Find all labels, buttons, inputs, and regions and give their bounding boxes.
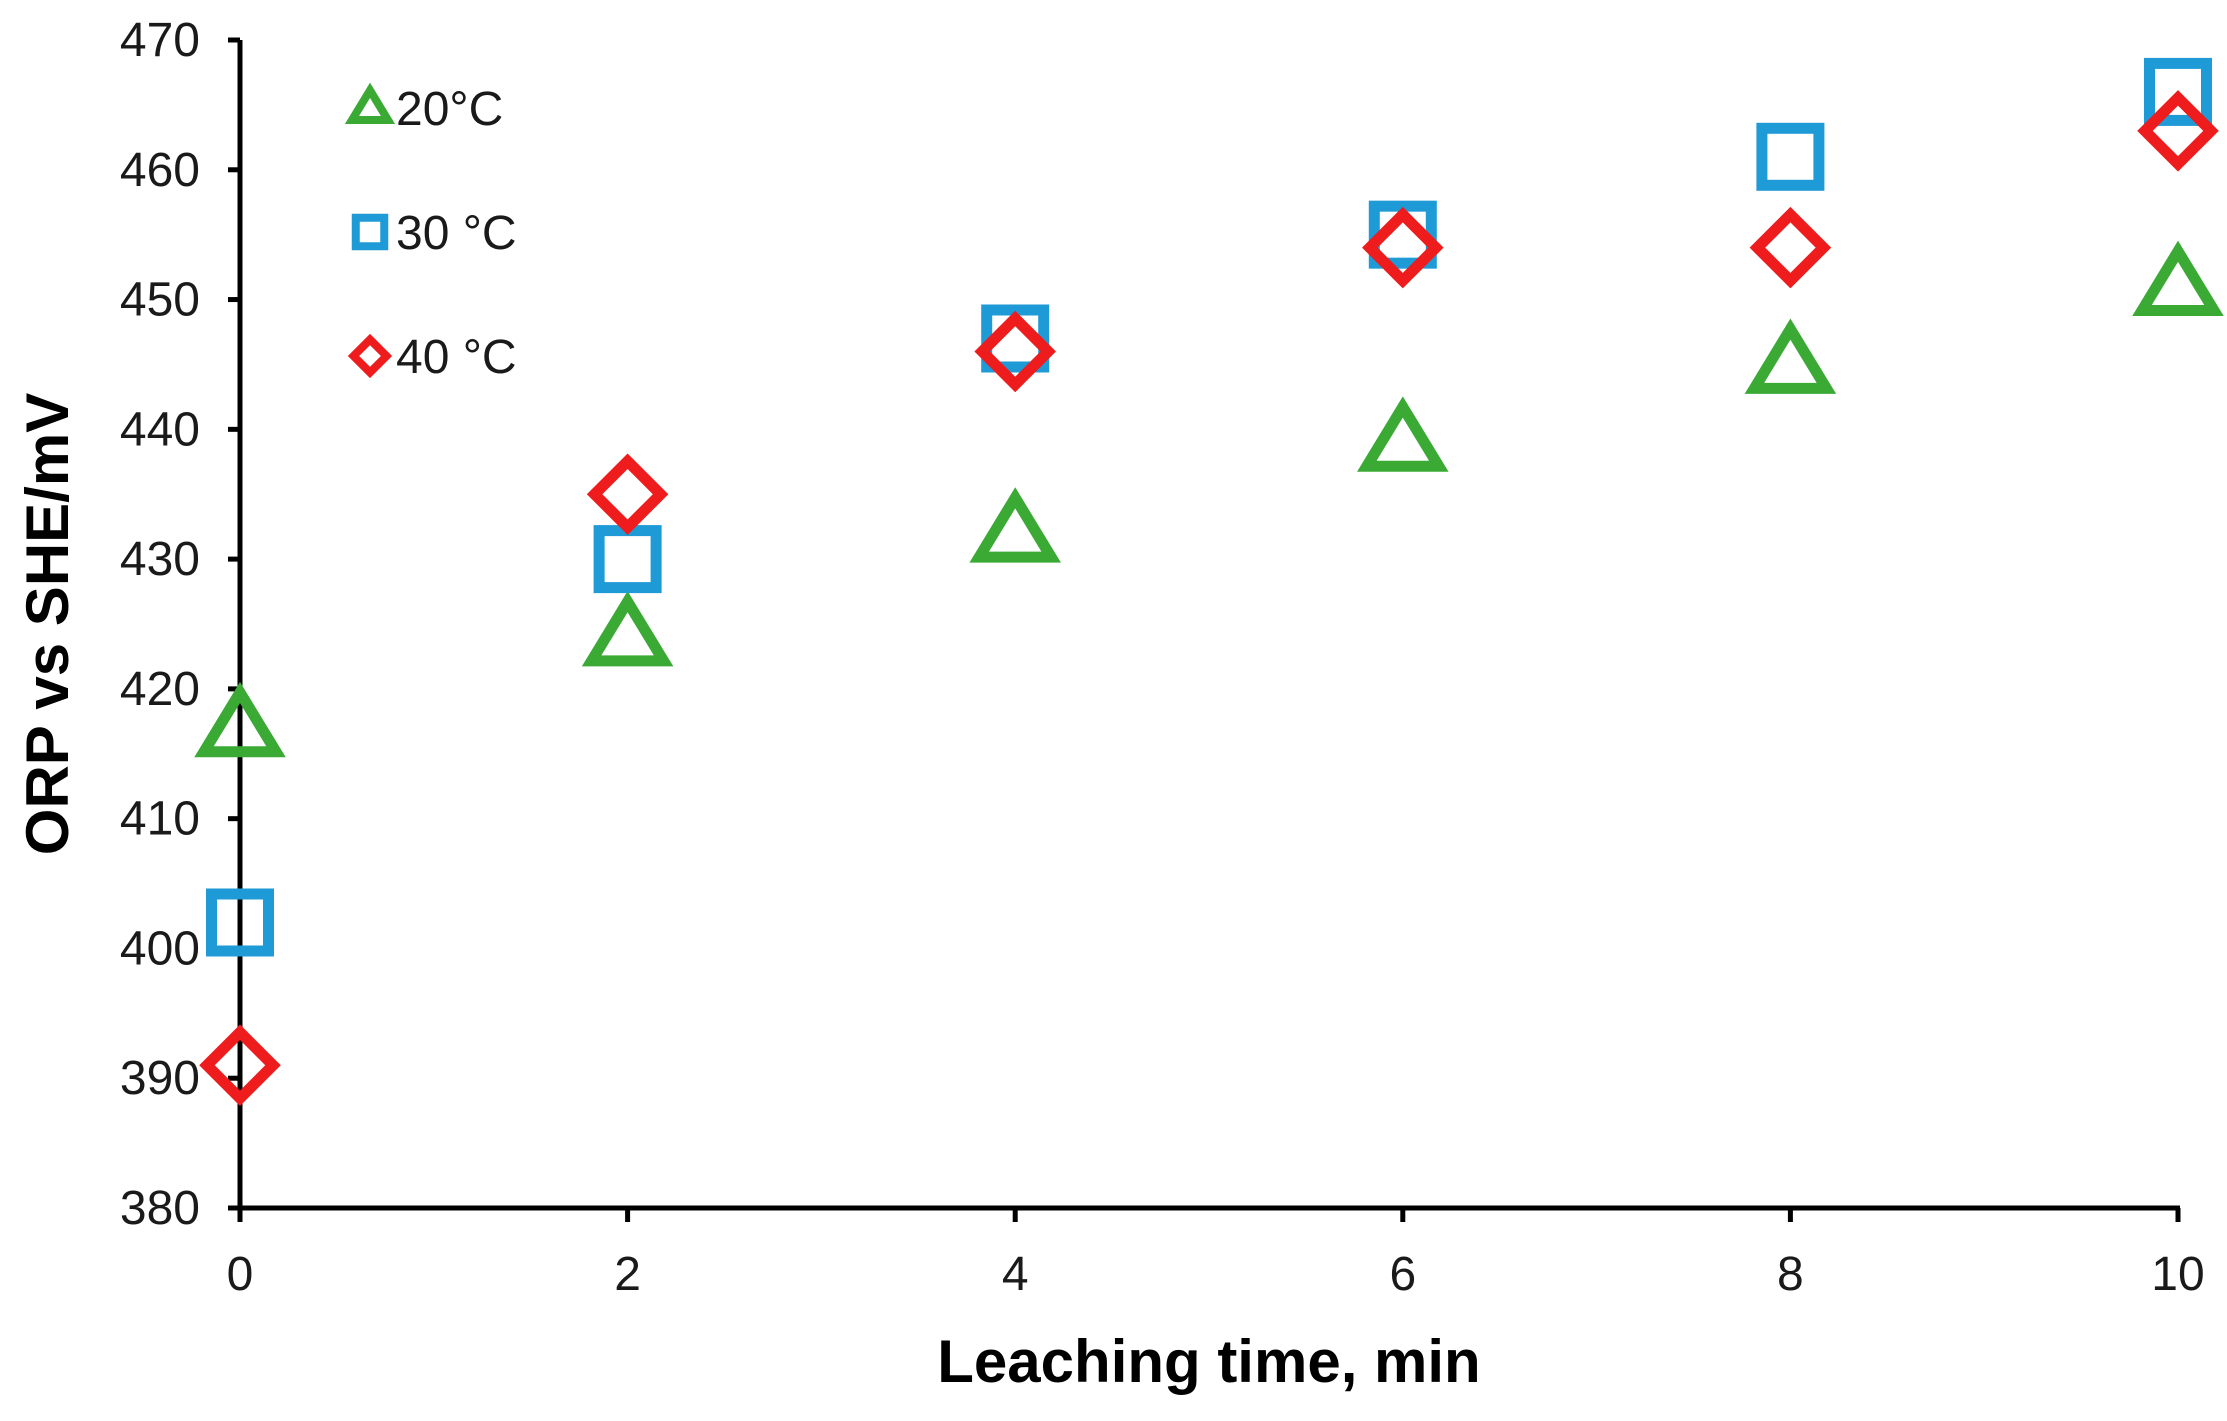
data-point <box>1357 396 1449 472</box>
x-tick-label: 0 <box>227 1248 254 1301</box>
legend-item: 30 °C <box>351 207 517 260</box>
x-tick-label: 8 <box>1777 1248 1804 1301</box>
axes <box>237 40 2180 1211</box>
x-axis-title: Leaching time, min <box>937 1328 1480 1395</box>
x-tick-label: 10 <box>2151 1248 2204 1301</box>
y-tick-label: 410 <box>120 793 200 846</box>
y-tick-label: 450 <box>120 274 200 327</box>
data-point <box>1368 200 1437 269</box>
data-point <box>593 525 662 594</box>
data-point <box>981 304 1050 373</box>
data-point <box>199 1024 281 1107</box>
x-tick-label: 4 <box>1002 1248 1029 1301</box>
y-tick-label: 400 <box>120 922 200 975</box>
legend-label: 40 °C <box>396 331 517 384</box>
y-tick-label: 430 <box>120 533 200 586</box>
data-points <box>194 57 2224 1107</box>
legend-label: 20°C <box>396 83 503 136</box>
data-point <box>2137 90 2219 172</box>
data-point <box>969 487 1061 563</box>
y-axis-ticks: 380 390 400 410 420 430 440 450 460 470 <box>120 14 240 1235</box>
legend-marker <box>344 82 396 124</box>
series-20c <box>194 240 2224 758</box>
data-point <box>581 591 674 667</box>
legend: 20°C 30 °C 40 °C <box>344 82 517 384</box>
x-axis-ticks: 0 2 4 6 8 10 <box>227 1208 2205 1301</box>
legend-marker <box>347 333 393 379</box>
x-tick-label: 6 <box>1389 1248 1416 1301</box>
y-tick-label: 420 <box>120 663 200 716</box>
y-tick-label: 460 <box>120 144 200 197</box>
data-point <box>1744 318 1837 394</box>
legend-item: 20°C <box>344 82 503 136</box>
y-tick-label: 380 <box>120 1182 200 1235</box>
series-40c <box>199 90 2219 1107</box>
data-point <box>2132 240 2224 317</box>
data-point <box>1756 122 1825 191</box>
y-tick-label: 440 <box>120 403 200 456</box>
data-point <box>1749 206 1832 289</box>
y-axis-title: ORP vs SHE/mV <box>14 393 81 855</box>
legend-marker <box>351 213 389 251</box>
x-tick-label: 2 <box>614 1248 641 1301</box>
data-point <box>194 681 286 758</box>
series-30c <box>206 57 2212 957</box>
data-point <box>1362 206 1444 289</box>
legend-item: 40 °C <box>347 331 517 384</box>
data-point <box>206 888 274 957</box>
y-tick-label: 470 <box>120 14 200 67</box>
data-point <box>586 453 669 536</box>
data-point <box>2144 57 2212 126</box>
legend-label: 30 °C <box>396 207 517 260</box>
data-point <box>974 310 1056 393</box>
y-tick-label: 390 <box>120 1052 200 1105</box>
